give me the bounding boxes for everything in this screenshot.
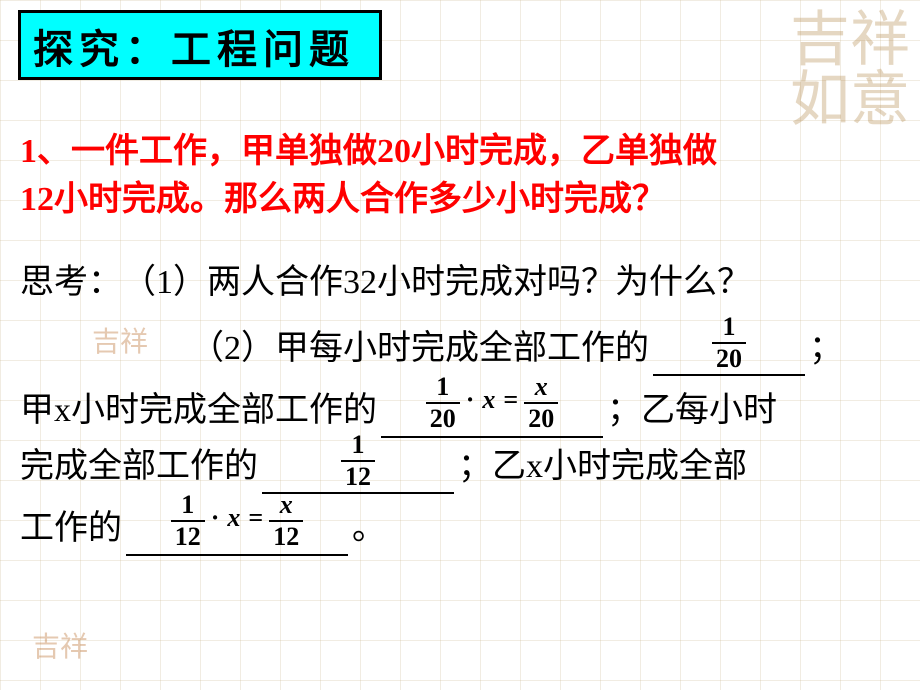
- fraction-4-right: x 12: [269, 492, 303, 550]
- fraction-2-right: x 20: [524, 374, 558, 432]
- q1-text: （1）两人合作32小时完成对吗？为什么？: [122, 255, 751, 311]
- frac2l-num: 1: [432, 374, 453, 402]
- problem-line-1: 1、一件工作，甲单独做20小时完成，乙单独做: [20, 128, 890, 176]
- frac4l-num: 1: [177, 492, 198, 520]
- q3b-post: ；乙x小时完成全部: [458, 439, 747, 495]
- op-dot-2: ·: [207, 490, 224, 552]
- q2-post: ；: [809, 321, 843, 377]
- fraction-4-left: 1 12: [171, 492, 205, 550]
- q3a-pre: 甲x小时完成全部工作的: [20, 383, 377, 439]
- q3a-post: ；乙每小时: [607, 383, 777, 439]
- fraction-1: 1 20: [712, 314, 746, 372]
- problem-statement: 1、一件工作，甲单独做20小时完成，乙单独做 12小时完成。那么两人合作多少小时…: [20, 128, 890, 224]
- think-line-3b: 完成全部工作的 1 12 ；乙x小时完成全部: [20, 439, 900, 495]
- frac2r-num: x: [531, 374, 552, 402]
- op-eq-1: =: [499, 372, 522, 434]
- blank-3: 1 12: [262, 440, 454, 494]
- fraction-2-left: 1 20: [426, 374, 460, 432]
- frac3-den: 12: [341, 460, 375, 490]
- op-dot-1: ·: [462, 372, 479, 434]
- q3b-pre: 完成全部工作的: [20, 439, 258, 495]
- think-label: 思考：: [20, 255, 122, 311]
- think-line-1: 思考： （1）两人合作32小时完成对吗？为什么？: [20, 255, 900, 311]
- frac4l-den: 12: [171, 520, 205, 550]
- frac1-num: 1: [719, 314, 740, 342]
- thinking-block: 思考： （1）两人合作32小时完成对吗？为什么？ （2）甲每小时完成全部工作的 …: [20, 255, 900, 557]
- expr4-x: x: [223, 490, 244, 552]
- section-title: 探究：工程问题: [18, 10, 382, 80]
- fraction-3: 1 12: [341, 432, 375, 490]
- blank-1: 1 20: [653, 322, 805, 376]
- frac4r-den: 12: [269, 520, 303, 550]
- expr2-x: x: [478, 372, 499, 434]
- blank-2: 1 20 · x = x 20: [381, 384, 603, 438]
- think-line-2: （2）甲每小时完成全部工作的 1 20 ；: [20, 321, 900, 377]
- blank-4: 1 12 · x = x 12: [126, 502, 348, 556]
- q3c-post: 。: [352, 501, 386, 557]
- frac2r-den: 20: [524, 402, 558, 432]
- frac3-num: 1: [348, 432, 369, 460]
- seal-decoration-2: 吉祥: [30, 625, 90, 685]
- problem-line-2: 12小时完成。那么两人合作多少小时完成？: [20, 176, 890, 224]
- frac4r-num: x: [276, 492, 297, 520]
- q2-pre: （2）甲每小时完成全部工作的: [190, 321, 649, 377]
- frac2l-den: 20: [426, 402, 460, 432]
- think-line-3a: 甲x小时完成全部工作的 1 20 · x = x 20 ；乙每小时: [20, 383, 900, 439]
- q3c-pre: 工作的: [20, 501, 122, 557]
- op-eq-2: =: [244, 490, 267, 552]
- frac1-den: 20: [712, 342, 746, 372]
- think-line-3c: 工作的 1 12 · x = x 12 。: [20, 501, 900, 557]
